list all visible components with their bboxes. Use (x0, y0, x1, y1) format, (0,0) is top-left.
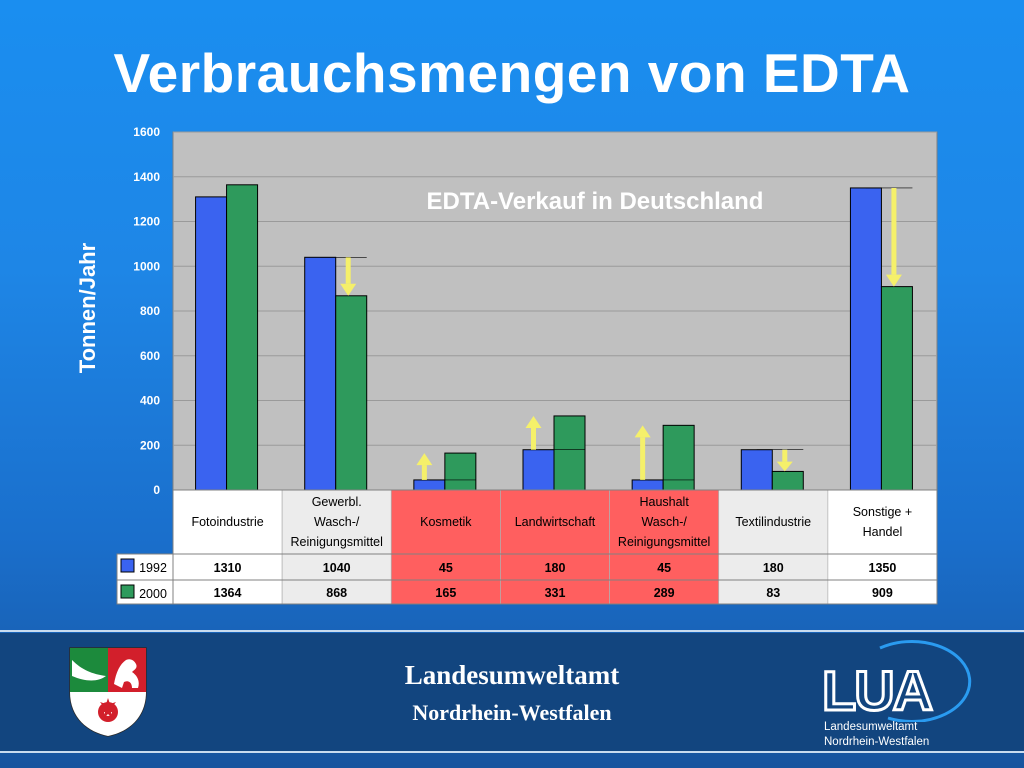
table-column (827, 489, 938, 605)
category-label: Fotoindustrie (191, 515, 263, 529)
value-1992: 45 (657, 561, 671, 575)
y-tick-label: 800 (140, 304, 160, 318)
bar-1992 (413, 479, 446, 491)
org-name-line1: Landesumweltamt (404, 660, 620, 690)
value-1992: 1040 (323, 561, 351, 575)
footer-bottom-rule (0, 751, 1024, 753)
table-column (172, 489, 283, 605)
bar-2000 (880, 286, 913, 491)
value-1992: 45 (439, 561, 453, 575)
arrow-head (416, 453, 433, 466)
up-arrow-icon (634, 425, 651, 480)
category-label: Wasch-/ (641, 515, 687, 529)
value-2000: 868 (326, 586, 347, 600)
footer-band (0, 633, 1024, 751)
table-column (609, 489, 720, 605)
legend-label-1992: 1992 (139, 561, 167, 575)
lua-caption-line2: Nordrhein-Westfalen (824, 736, 930, 748)
svg-text:LUA: LUA (822, 659, 932, 722)
legend-cell (116, 579, 174, 605)
value-1992: 1350 (869, 561, 897, 575)
edta-bar-chart: 0 200 400 600 800 1000 1200 1400 1600 EDTA-Verkau… (116, 125, 938, 605)
arrow-head (885, 274, 902, 287)
category-label: Handel (863, 525, 903, 539)
bar-2000 (662, 424, 695, 491)
value-2000: 165 (435, 586, 456, 600)
legend-label-2000: 2000 (139, 587, 167, 601)
y-tick-label: 1600 (133, 125, 160, 139)
value-2000: 289 (654, 586, 675, 600)
arrow-head (525, 415, 542, 428)
category-label: Landwirtschaft (515, 515, 596, 529)
category-label: Gewerbl. (312, 495, 362, 509)
nrw-coat-of-arms (69, 647, 147, 737)
bar-2000 (335, 295, 368, 491)
lua-caption-line1: Landesumweltamt (824, 721, 918, 733)
chart-title: EDTA-Verkauf in Deutschland (427, 188, 764, 215)
org-name-line2: Nordrhein-Westfalen (412, 700, 612, 725)
up-arrow-icon (416, 453, 433, 480)
bar-1992 (522, 449, 555, 491)
slide-title: Verbrauchsmengen von EDTA (113, 42, 911, 104)
legend-swatch-1992 (120, 558, 135, 573)
value-1992: 180 (763, 561, 784, 575)
bar-1992 (304, 256, 337, 491)
y-tick-label: 1400 (133, 170, 160, 184)
table-column (718, 489, 829, 605)
down-arrow-icon (885, 187, 902, 287)
category-label: Haushalt (639, 495, 689, 509)
arrow-head (634, 425, 651, 438)
value-1992: 180 (545, 561, 566, 575)
table-border (172, 489, 938, 605)
bar-2000 (553, 415, 586, 491)
up-arrow-icon (525, 415, 542, 450)
value-2000: 1364 (214, 586, 242, 600)
bar-1992 (195, 196, 228, 491)
bar-2000 (771, 470, 804, 491)
legend-swatch-2000 (120, 584, 135, 599)
value-2000: 909 (872, 586, 893, 600)
value-1992: 1310 (214, 561, 242, 575)
category-label: Reinigungsmittel (291, 535, 383, 549)
category-label: Reinigungsmittel (618, 535, 710, 549)
y-tick-label: 1000 (133, 259, 160, 273)
value-2000: 83 (766, 586, 780, 600)
bar-2000 (444, 452, 477, 491)
category-label: Wasch-/ (314, 515, 360, 529)
bar-1992 (740, 449, 773, 491)
arrow-head (340, 283, 357, 296)
down-arrow-icon (340, 257, 357, 296)
category-label: Sonstige + (853, 505, 912, 519)
y-tick-label: 400 (140, 394, 160, 408)
table-column (390, 489, 501, 605)
y-tick-label: 1200 (133, 215, 160, 229)
y-tick-label: 200 (140, 438, 160, 452)
y-tick-label: 600 (140, 349, 160, 363)
table-column (500, 489, 610, 605)
y-tick-label: 0 (153, 483, 160, 497)
bar-1992 (849, 187, 882, 491)
down-arrow-icon (776, 449, 793, 472)
category-label: Textilindustrie (735, 515, 811, 529)
category-label: Kosmetik (420, 515, 472, 529)
bar-1992 (631, 479, 664, 491)
lua-logo: LUA (821, 640, 972, 722)
bar-2000 (226, 184, 259, 491)
table-column (281, 489, 392, 605)
value-2000: 331 (545, 586, 566, 600)
footer-top-rule (0, 630, 1024, 632)
arrow-head (776, 461, 793, 472)
